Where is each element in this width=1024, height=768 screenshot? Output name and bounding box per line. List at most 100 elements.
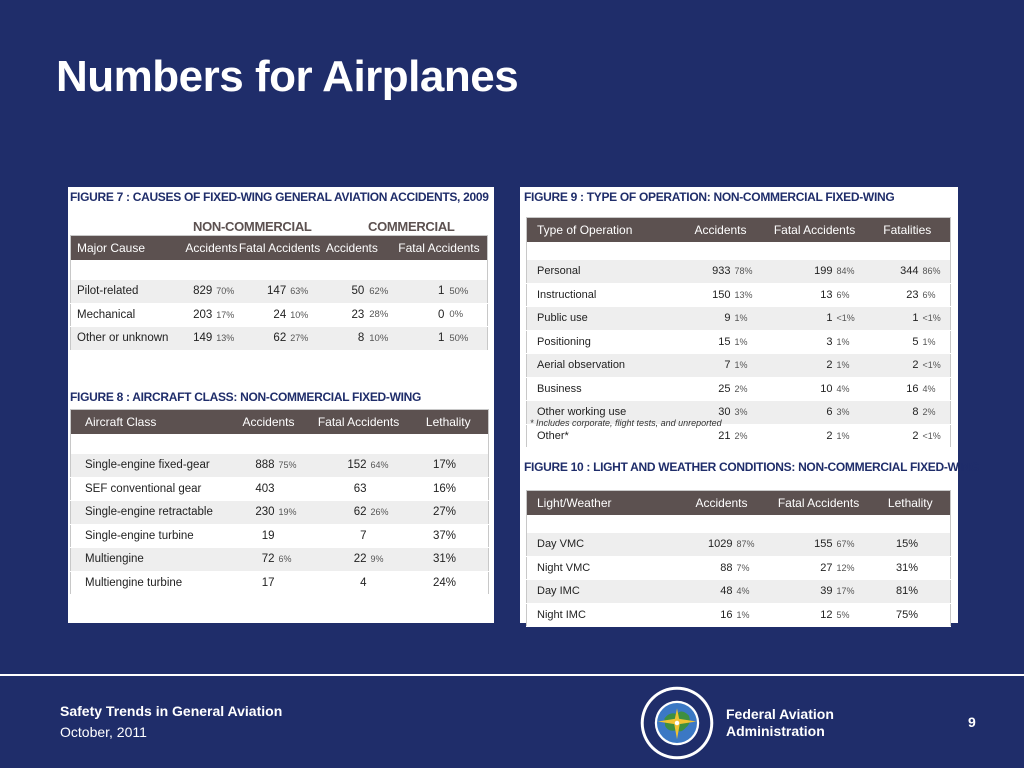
- c-accidents: 8: [312, 326, 367, 351]
- accidents-pct: 3%: [732, 400, 765, 425]
- accidents-pct: 75%: [276, 454, 309, 478]
- operation-label: Positioning: [526, 330, 677, 354]
- nc-accidents: 829: [181, 280, 215, 304]
- table-row: Single-engine retractable 230 19% 62 26%…: [70, 500, 489, 525]
- accidents-pct: 7%: [734, 556, 767, 580]
- c-accidents: 50: [312, 280, 367, 304]
- class-label: SEF conventional gear: [70, 477, 229, 501]
- fatalities-pct: <1%: [920, 424, 951, 448]
- c-accidents-pct: 28%: [366, 303, 391, 327]
- accidents-pct: 1%: [734, 603, 767, 627]
- page-number: 9: [968, 714, 976, 730]
- nc-accidents-pct: 13%: [214, 326, 235, 351]
- fatal-pct: [368, 524, 409, 548]
- faa-seal-icon: [640, 686, 714, 760]
- table-row: Multiengine 72 6% 22 9% 31%: [70, 547, 489, 572]
- accidents: 230: [228, 500, 277, 525]
- fatal-pct: [368, 571, 409, 595]
- fatal-pct: [368, 477, 409, 501]
- table-row: Day VMC 1029 87% 155 67% 15%: [526, 533, 951, 557]
- accidents-pct: 2%: [732, 424, 765, 448]
- figure-10-title: FIGURE 10 : LIGHT AND WEATHER CONDITIONS…: [524, 460, 979, 474]
- nc-fatal-pct: 10%: [288, 303, 313, 327]
- figure-9-table: Type of Operation Accidents Fatal Accide…: [526, 217, 951, 448]
- figure-7-header-c-fatal: Fatal Accidents: [390, 235, 488, 260]
- fatal: 6: [764, 400, 835, 425]
- figure-10-header-fatal: Fatal Accidents: [766, 490, 871, 515]
- operation-label: Business: [526, 377, 677, 401]
- accidents-pct: [276, 524, 309, 548]
- lethality: 81%: [870, 579, 951, 604]
- fatal: 10: [764, 377, 835, 401]
- figure-8-header-fatal: Fatal Accidents: [308, 409, 409, 434]
- operation-label: Other working use: [526, 400, 677, 425]
- accidents: 25: [676, 377, 733, 401]
- c-fatal: 1: [390, 326, 447, 351]
- nc-accidents-pct: 17%: [214, 303, 235, 327]
- nc-fatal: 24: [234, 303, 289, 327]
- class-label: Single-engine retractable: [70, 500, 229, 525]
- nc-accidents: 203: [181, 303, 215, 327]
- table-row: Other or unknown 149 13% 62 27% 8 10% 1 …: [70, 326, 488, 351]
- nc-accidents: 149: [181, 326, 215, 351]
- accidents-pct: 87%: [734, 533, 767, 557]
- fatal: 13: [764, 283, 835, 307]
- lethality: 15%: [870, 533, 951, 557]
- fatal-pct: 5%: [834, 603, 871, 627]
- fatal: 2: [764, 353, 835, 378]
- condition-label: Night IMC: [526, 603, 677, 627]
- figure-9-title: FIGURE 9 : TYPE OF OPERATION: NON-COMMER…: [524, 190, 895, 204]
- accidents-pct: 1%: [732, 353, 765, 378]
- fatal: 155: [766, 533, 835, 557]
- figure-7-header-cause: Major Cause: [70, 235, 182, 260]
- condition-label: Day IMC: [526, 579, 677, 604]
- fatalities-pct: 1%: [920, 330, 951, 354]
- c-fatal-pct: 0%: [446, 303, 488, 327]
- class-label: Single-engine turbine: [70, 524, 229, 548]
- accidents: 72: [228, 547, 277, 572]
- operation-label: Public use: [526, 306, 677, 331]
- fatal: 39: [766, 579, 835, 604]
- fatal: 12: [766, 603, 835, 627]
- fatal: 27: [766, 556, 835, 580]
- table-row: Instructional 150 13% 13 6% 23 6%: [526, 283, 951, 307]
- table-row: Positioning 15 1% 3 1% 5 1%: [526, 330, 951, 354]
- cause-label: Pilot-related: [70, 280, 182, 304]
- table-row: SEF conventional gear 403 63 16%: [70, 477, 489, 501]
- accidents-pct: 78%: [732, 260, 765, 284]
- lethality: 37%: [408, 524, 489, 548]
- agency-name-line-2: Administration: [726, 723, 825, 739]
- fatalities: 23: [864, 283, 921, 307]
- fatal-pct: 6%: [834, 283, 865, 307]
- figure-7-title: FIGURE 7 : CAUSES OF FIXED-WING GENERAL …: [70, 190, 489, 204]
- fatal-pct: 26%: [368, 500, 409, 525]
- fatal: 199: [764, 260, 835, 284]
- figure-9-header-operation: Type of Operation: [526, 217, 677, 242]
- class-label: Multiengine turbine: [70, 571, 229, 595]
- fatal-pct: 1%: [834, 330, 865, 354]
- accidents: 21: [676, 424, 733, 448]
- table-row: Other* 21 2% 2 1% 2 <1%: [526, 424, 951, 448]
- table-row: Multiengine turbine 17 4 24%: [70, 571, 489, 595]
- lethality: 24%: [408, 571, 489, 595]
- c-accidents: 23: [312, 303, 367, 327]
- table-row: Mechanical 203 17% 24 10% 23 28% 0 0%: [70, 303, 488, 327]
- figure-7-table-wrap: Major Cause Accidents Fatal Accidents Ac…: [70, 235, 488, 351]
- fatalities-pct: 86%: [920, 260, 951, 284]
- fatalities-pct: <1%: [920, 306, 951, 331]
- fatal-pct: 84%: [834, 260, 865, 284]
- figure-8-title: FIGURE 8 : AIRCRAFT CLASS: NON-COMMERCIA…: [70, 390, 422, 404]
- right-figure-panel: FIGURE 9 : TYPE OF OPERATION: NON-COMMER…: [520, 187, 979, 627]
- fatalities: 2: [864, 353, 921, 378]
- accidents: 16: [676, 603, 735, 627]
- nc-fatal: 147: [234, 280, 289, 304]
- fatal: 1: [764, 306, 835, 331]
- fatalities-pct: 6%: [920, 283, 951, 307]
- accidents: 933: [676, 260, 733, 284]
- fatal-pct: 64%: [368, 454, 409, 478]
- fatal-pct: 67%: [834, 533, 871, 557]
- accidents: 1029: [676, 533, 735, 557]
- fatalities-pct: <1%: [920, 353, 951, 378]
- lethality: 75%: [870, 603, 951, 627]
- figure-7-group-commercial: COMMERCIAL: [368, 219, 455, 234]
